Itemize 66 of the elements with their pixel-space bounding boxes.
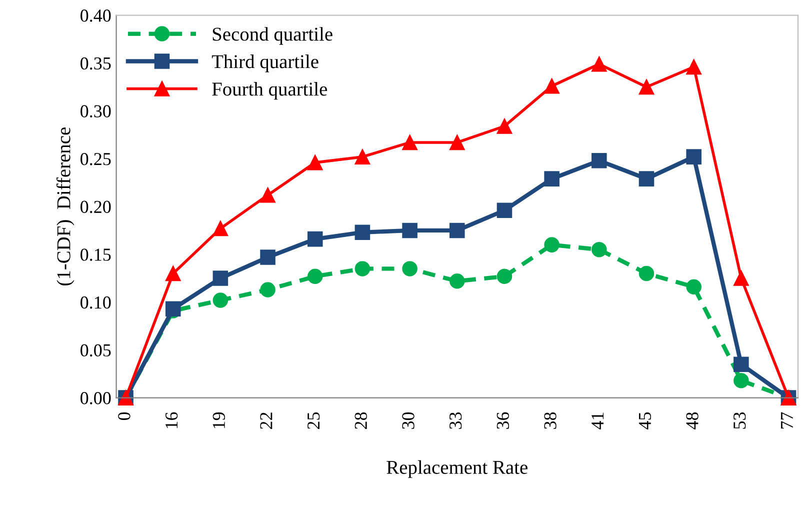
x-tick-label: 48: [686, 412, 698, 430]
x-axis-title: Replacement Rate: [386, 460, 528, 478]
legend-label: Second quartile: [212, 27, 332, 45]
point: [544, 78, 560, 94]
point: [638, 171, 654, 186]
point: [402, 261, 418, 276]
x-tick-label: 22: [260, 412, 272, 429]
y-tick-label: 0.15: [80, 248, 111, 261]
x-tick-label: 25: [308, 412, 320, 429]
point: [544, 171, 560, 186]
y-tick-label: 0.20: [80, 200, 111, 214]
point: [402, 134, 418, 150]
point: [165, 266, 181, 282]
x-tick-label: 45: [638, 412, 652, 430]
point: [496, 118, 512, 134]
x-tick-label: 0: [118, 412, 130, 420]
point: [354, 149, 370, 164]
point: [686, 149, 702, 164]
point: [544, 237, 560, 252]
x-tick-label: 30: [402, 412, 414, 429]
x-tick-label: 77: [781, 412, 793, 429]
point: [307, 154, 323, 170]
y-tick-label: 0.30: [80, 105, 111, 118]
point: [496, 268, 512, 284]
legend-label: Third quartile: [212, 54, 318, 72]
point: [307, 231, 323, 247]
point: [592, 242, 607, 258]
y-tick-label: 0.35: [80, 57, 111, 70]
x-tick-label: 53: [734, 412, 746, 429]
x-tick-label: 16: [165, 412, 178, 428]
x-tick-label: 41: [592, 412, 604, 430]
y-tick-label: 0.25: [80, 152, 111, 166]
legend-label: Fourth quartile: [212, 82, 327, 100]
y-axis-title: (1-CDF) Difference: [56, 127, 74, 286]
point: [638, 266, 654, 282]
y-tick-label: 0.10: [80, 296, 111, 309]
point: [638, 79, 654, 95]
x-tick-label: 19: [212, 412, 225, 428]
point: [212, 292, 228, 308]
point: [260, 250, 276, 265]
x-tick-label: 36: [496, 412, 509, 429]
point: [260, 187, 276, 203]
point: [212, 270, 228, 286]
point: [212, 220, 228, 236]
point: [686, 279, 702, 295]
point: [734, 270, 749, 286]
point: [496, 202, 512, 218]
point: [592, 56, 607, 72]
point: [260, 282, 276, 298]
point: [307, 268, 323, 284]
point: [450, 274, 465, 289]
x-tick-label: 28: [354, 412, 367, 429]
point: [686, 59, 702, 75]
point: [450, 134, 465, 150]
x-tick-label: 33: [450, 412, 462, 429]
y-tick-label: 0.40: [80, 10, 111, 22]
x-tick-label: 38: [544, 412, 556, 429]
point: [592, 153, 607, 168]
y-tick-label: 0.05: [80, 344, 111, 357]
point: [734, 372, 749, 388]
point: [354, 261, 370, 276]
point: [402, 222, 418, 238]
point: [450, 222, 465, 238]
y-tick-label: 0.00: [80, 392, 111, 404]
point: [734, 356, 749, 372]
point: [354, 224, 370, 240]
